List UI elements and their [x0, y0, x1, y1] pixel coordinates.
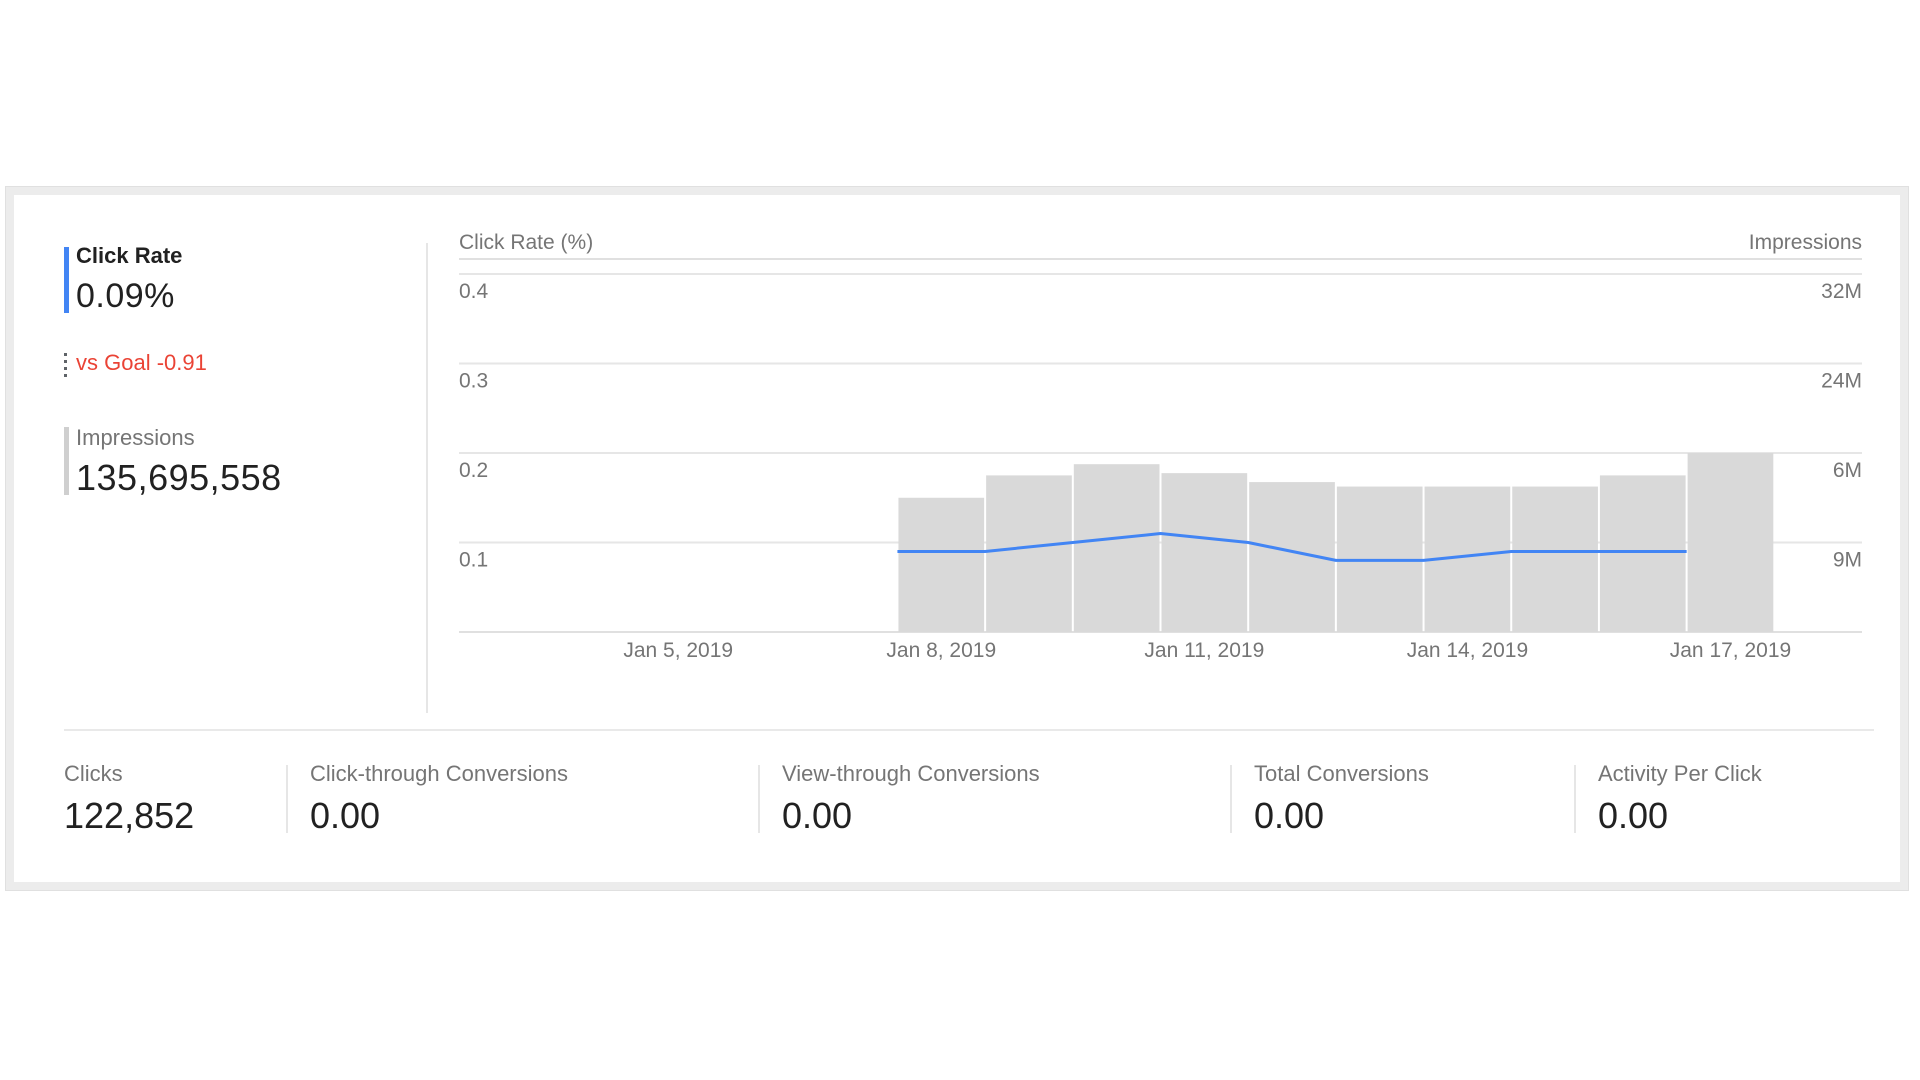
x-tick-label: Jan 14, 2019	[1407, 639, 1528, 662]
stat-divider	[286, 765, 288, 833]
chart-line	[897, 532, 1687, 562]
y-left-tick-label: 0.1	[459, 549, 488, 572]
stat-divider	[1574, 765, 1576, 833]
impressions-label: Impressions	[76, 425, 195, 450]
stat-clicks[interactable]: Clicks 122,852	[64, 761, 194, 837]
impressions-metric[interactable]: Impressions 135,695,558	[64, 425, 282, 499]
click-rate-value: 0.09%	[76, 277, 175, 315]
stat-click-through-conversions[interactable]: Click-through Conversions 0.00	[310, 761, 568, 837]
impressions-bar	[1687, 453, 1774, 632]
y-right-axis-title: Impressions	[1749, 231, 1862, 254]
dotted-indicator	[64, 353, 67, 377]
click-rate-line	[897, 532, 1687, 562]
stat-total-conversions[interactable]: Total Conversions 0.00	[1254, 761, 1429, 837]
stat-divider	[1230, 765, 1232, 833]
combo-chart[interactable]: Click Rate (%) Impressions 0.4 32M 0.3 24M 0.2…	[14, 195, 1900, 715]
click-rate-metric[interactable]: Click Rate 0.09%	[64, 243, 182, 316]
section-divider	[64, 729, 1874, 731]
stat-value: 0.00	[1254, 795, 1325, 836]
stat-value: 0.00	[1598, 795, 1669, 836]
stat-divider	[758, 765, 760, 833]
y-left-axis-title: Click Rate (%)	[459, 231, 593, 254]
vs-goal-text: vs Goal -0.91	[76, 350, 207, 375]
stat-value: 122,852	[64, 795, 195, 836]
impressions-bar	[986, 475, 1072, 632]
click-rate-label: Click Rate	[76, 243, 183, 268]
y-left-tick-label: 0.4	[459, 280, 489, 303]
impressions-indicator	[64, 427, 69, 495]
impressions-bar	[1599, 475, 1686, 632]
impressions-bar	[898, 497, 985, 632]
stat-label: Activity Per Click	[1598, 761, 1762, 786]
stat-value: 0.00	[310, 795, 381, 836]
impressions-value: 135,695,558	[76, 457, 282, 498]
performance-card: Click Rate 0.09% vs Goal -0.91 Impressio…	[5, 186, 1909, 891]
x-tick-label: Jan 8, 2019	[886, 639, 996, 662]
y-left-tick-label: 0.3	[459, 370, 488, 393]
stat-activity-per-click[interactable]: Activity Per Click 0.00	[1598, 761, 1762, 837]
click-rate-indicator	[64, 247, 69, 313]
stat-label: Clicks	[64, 761, 123, 786]
y-right-tick-label: 9M	[1833, 549, 1862, 572]
vs-goal-metric[interactable]: vs Goal -0.91	[64, 350, 207, 377]
y-left-tick-label: 0.2	[459, 459, 488, 482]
stat-label: View-through Conversions	[782, 761, 1040, 786]
impressions-bar	[1161, 473, 1248, 632]
stat-label: Click-through Conversions	[310, 761, 568, 786]
y-right-tick-label: 32M	[1821, 280, 1862, 303]
stat-value: 0.00	[782, 795, 853, 836]
stat-label: Total Conversions	[1254, 761, 1429, 786]
y-right-tick-label: 24M	[1821, 370, 1862, 393]
impressions-bar	[1512, 486, 1598, 632]
x-tick-label: Jan 17, 2019	[1670, 639, 1791, 662]
impressions-bar	[1073, 464, 1160, 632]
x-tick-label: Jan 5, 2019	[623, 639, 733, 662]
panel-divider	[426, 243, 428, 713]
chart-labels: Click Rate (%) Impressions 0.4 32M 0.3 24M 0.2…	[459, 231, 1862, 662]
x-tick-label: Jan 11, 2019	[1144, 639, 1264, 662]
y-right-tick-label: 6M	[1833, 459, 1862, 482]
stat-view-through-conversions[interactable]: View-through Conversions 0.00	[782, 761, 1040, 837]
